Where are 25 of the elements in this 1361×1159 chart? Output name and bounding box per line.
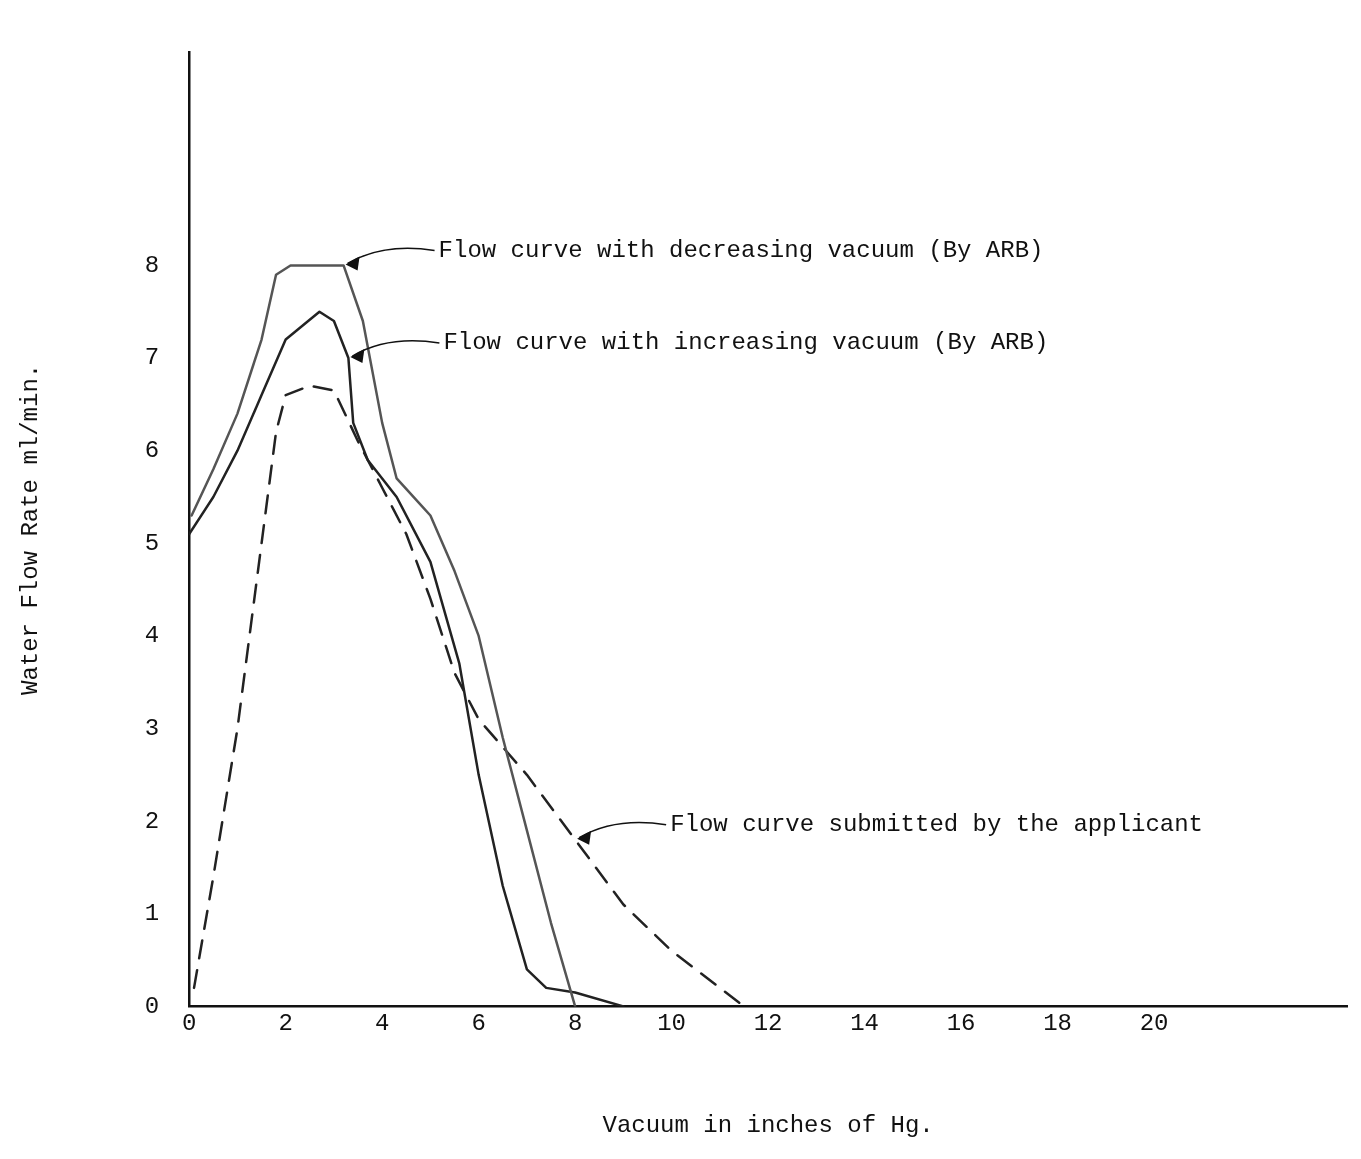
y-tick-label: 2 <box>144 807 160 835</box>
y-tick-label: 5 <box>144 529 160 557</box>
y-tick-label: 7 <box>144 344 160 372</box>
y-tick-label: 1 <box>144 900 160 928</box>
x-axis-title: Vacuum in inches of Hg. <box>602 1111 934 1139</box>
x-tick-label: 12 <box>753 1010 783 1038</box>
annotation: Flow curve with increasing vacuum (By ARB) <box>443 329 1049 357</box>
x-tick-label: 16 <box>946 1010 976 1038</box>
x-tick-label: 8 <box>567 1010 583 1038</box>
x-tick-label: 20 <box>1139 1010 1169 1038</box>
x-tick-label: 6 <box>471 1010 486 1038</box>
y-tick-label: 0 <box>144 992 160 1020</box>
y-tick-label: 4 <box>144 622 160 650</box>
x-tick-label: 4 <box>374 1010 390 1038</box>
y-tick-label: 8 <box>144 251 160 279</box>
x-tick-label: 10 <box>657 1010 687 1038</box>
x-tick-label: 14 <box>850 1010 879 1038</box>
x-tick-label: 0 <box>182 1010 197 1038</box>
annotation: Flow curve with decreasing vacuum (By ARB) <box>438 236 1044 264</box>
x-tick-label: 2 <box>278 1010 293 1038</box>
y-tick-label: 6 <box>144 437 160 465</box>
x-tick-label: 18 <box>1043 1010 1072 1038</box>
annotation: Flow curve submitted by the applicant <box>670 811 1204 839</box>
y-tick-label: 3 <box>144 714 160 742</box>
y-axis-title: Water Flow Rate ml/min. <box>16 363 44 696</box>
